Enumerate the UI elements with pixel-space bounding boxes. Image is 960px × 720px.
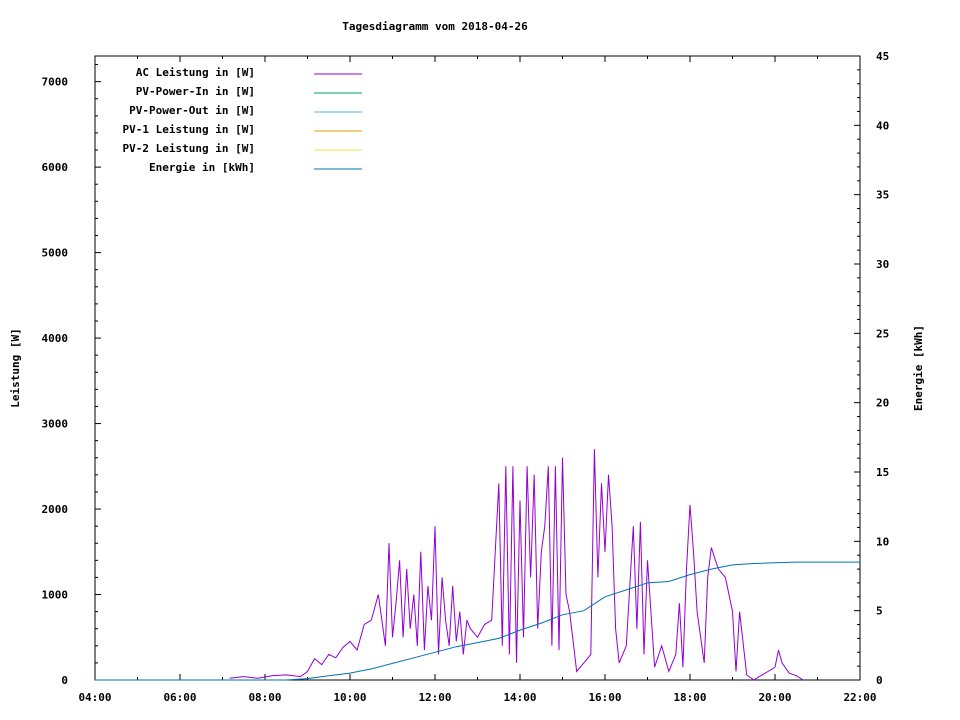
legend-label: PV-Power-Out in [W] (129, 104, 255, 117)
y2-tick-label: 20 (876, 397, 889, 410)
y2-tick-label: 30 (876, 258, 889, 271)
y-axis-label: Leistung [W] (9, 328, 22, 407)
y2-axis-label: Energie [kWh] (912, 325, 925, 411)
x-tick-label: 16:00 (588, 691, 621, 704)
y-tick-label: 0 (61, 674, 68, 687)
x-tick-label: 06:00 (163, 691, 196, 704)
y-tick-label: 7000 (42, 76, 69, 89)
y2-axis: 0 5 10 15 20 25 30 35 40 45 (854, 50, 889, 687)
y2-tick-label: 25 (876, 327, 889, 340)
x-tick-label: 20:00 (758, 691, 791, 704)
x-tick-label: 04:00 (78, 691, 111, 704)
x-tick-label: 10:00 (333, 691, 366, 704)
x-tick-label: 18:00 (673, 691, 706, 704)
y-tick-label: 3000 (42, 418, 69, 431)
y2-tick-label: 0 (876, 674, 883, 687)
y2-tick-label: 15 (876, 466, 889, 479)
legend-label: Energie in [kWh] (149, 161, 255, 174)
legend-label: PV-Power-In in [W] (136, 85, 255, 98)
y2-tick-label: 35 (876, 189, 889, 202)
legend: AC Leistung in [W] PV-Power-In in [W] PV-P… (123, 66, 362, 174)
legend-label: AC Leistung in [W] (136, 66, 255, 79)
legend-label: PV-1 Leistung in [W] (123, 123, 255, 136)
y-tick-label: 1000 (42, 589, 69, 602)
series-line-0 (229, 449, 804, 681)
y2-tick-label: 10 (876, 535, 889, 548)
x-tick-label: 08:00 (248, 691, 281, 704)
x-tick-label: 14:00 (503, 691, 536, 704)
y2-tick-label: 40 (876, 119, 889, 132)
y-tick-label: 6000 (42, 161, 69, 174)
x-tick-label: 12:00 (418, 691, 451, 704)
x-axis: 04:00 06:00 08:00 10:00 12:00 14:00 16:00 18:00… (78, 56, 877, 704)
legend-label: PV-2 Leistung in [W] (123, 142, 255, 155)
y-tick-label: 5000 (42, 247, 69, 260)
chart-title: Tagesdiagramm vom 2018-04-26 (342, 20, 528, 33)
x-tick-label: 22:00 (843, 691, 876, 704)
series-layer (95, 449, 860, 681)
y-tick-label: 4000 (42, 332, 69, 345)
series-line-5 (95, 561, 860, 681)
y-tick-label: 2000 (42, 503, 69, 516)
y2-tick-label: 45 (876, 50, 889, 63)
y2-tick-label: 5 (876, 605, 883, 618)
y-axis: 0 1000 2000 3000 4000 5000 6000 7000 (42, 64, 101, 687)
